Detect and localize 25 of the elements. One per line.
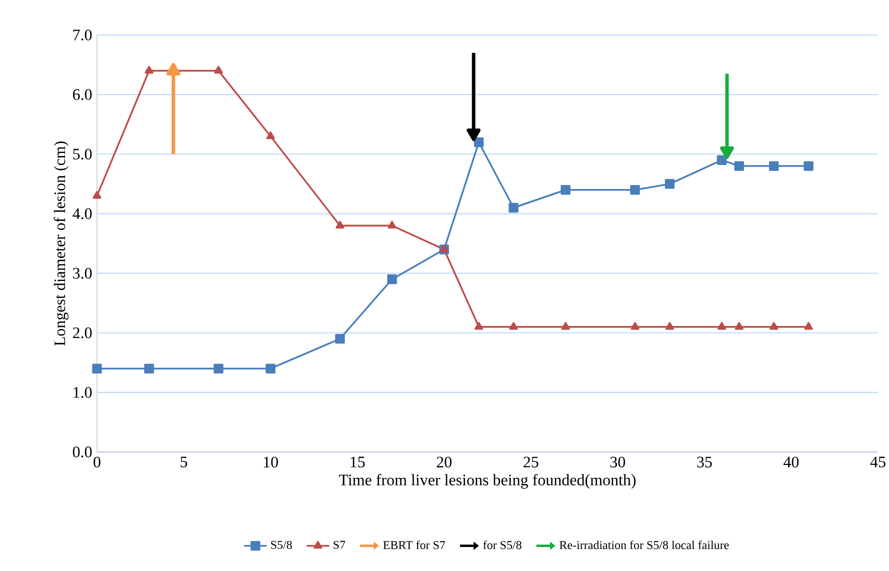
x-tick-label: 15 xyxy=(350,456,365,468)
legend-label: EBRT for S7 xyxy=(383,540,446,550)
legend-label: for S5/8 xyxy=(483,540,522,550)
legend-label: Re-irradiation for S5/8 local failure xyxy=(560,540,729,550)
y-tick-label: 4.0 xyxy=(72,208,92,220)
y-tick-label: 5.0 xyxy=(73,148,92,160)
y-tick-label: 1.0 xyxy=(74,386,92,398)
x-tick-label: 5 xyxy=(180,456,188,468)
x-tick-label: 10 xyxy=(264,456,278,468)
y-tick-label: 2.0 xyxy=(73,327,92,338)
y-tick-label: 3.0 xyxy=(73,268,92,279)
legend-label: S7 xyxy=(334,540,346,549)
legend-label: S5/8 xyxy=(271,540,292,549)
x-tick-label: 45 xyxy=(870,456,886,468)
y-tick-label: 6.0 xyxy=(72,89,92,100)
x-axis-title: Time from liver lesions being founded(month) xyxy=(339,474,636,489)
x-tick-label: 40 xyxy=(784,456,799,468)
y-tick-label: 7.0 xyxy=(73,30,92,40)
y-axis-title: Longest diameter of lesion (cm) xyxy=(54,142,68,346)
x-tick-label: 30 xyxy=(610,456,626,468)
x-tick-label: 35 xyxy=(697,456,712,468)
x-tick-label: 20 xyxy=(436,456,452,468)
y-tick-label: 0.0 xyxy=(72,446,92,458)
x-tick-label: 0 xyxy=(94,456,100,468)
x-tick-label: 25 xyxy=(524,456,538,468)
